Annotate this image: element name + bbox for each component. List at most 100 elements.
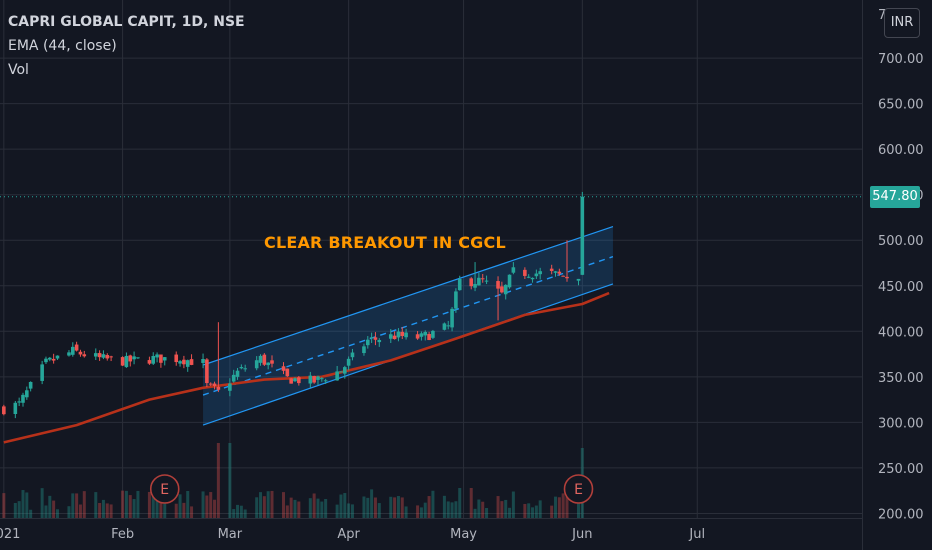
y-tick-label: 600.00 xyxy=(878,143,924,158)
volume-bars xyxy=(2,443,584,518)
candle-body xyxy=(388,334,393,339)
earnings-marker-label: E xyxy=(574,482,583,498)
y-tick-label: 250.00 xyxy=(878,462,924,477)
volume-bar xyxy=(121,490,125,518)
volume-indicator-label[interactable]: Vol xyxy=(8,62,29,78)
candle-body xyxy=(262,354,267,365)
candle-body xyxy=(526,276,531,278)
volume-bar xyxy=(347,503,351,518)
candle-body xyxy=(235,370,240,377)
symbol-title[interactable]: CAPRI GLOBAL CAPIT, 1D, NSE xyxy=(8,14,245,30)
candle-body xyxy=(239,367,244,369)
candle-body xyxy=(431,330,435,338)
candle-body xyxy=(346,358,351,366)
candle-body xyxy=(162,357,167,361)
volume-bar xyxy=(370,489,374,518)
volume-bar xyxy=(2,493,6,518)
candle-body xyxy=(480,278,485,280)
candle-body xyxy=(208,383,213,385)
volume-bar xyxy=(136,490,140,518)
candle-body xyxy=(377,340,382,343)
volume-bar xyxy=(531,507,535,518)
candle-body xyxy=(469,278,474,287)
volume-bar xyxy=(481,501,485,518)
candle-body xyxy=(174,354,179,363)
volume-bar xyxy=(105,503,109,518)
volume-bar xyxy=(232,509,236,518)
candle-body xyxy=(565,276,569,279)
candle-body xyxy=(21,394,25,403)
candle-body xyxy=(511,267,516,273)
candle-body xyxy=(523,269,527,276)
volume-bar xyxy=(366,497,370,518)
candle-body xyxy=(500,286,504,293)
candle-body xyxy=(55,355,60,359)
candle-body xyxy=(561,275,565,277)
volume-bar xyxy=(442,495,446,518)
candle-body xyxy=(362,346,366,354)
volume-bar xyxy=(186,490,190,518)
candle-body xyxy=(28,381,33,389)
volume-bar xyxy=(182,502,186,518)
volume-bar xyxy=(523,503,527,518)
candle-body xyxy=(132,356,136,360)
volume-bar xyxy=(473,508,477,518)
volume-bar xyxy=(469,488,473,518)
price-axis[interactable]: 700.00650.00600.00550.00500.00450.00400.… xyxy=(878,8,924,522)
earnings-marker-label: E xyxy=(160,482,169,498)
candle-body xyxy=(128,355,133,362)
volume-bar xyxy=(228,443,232,518)
candle-body xyxy=(373,337,378,340)
volume-bar xyxy=(427,496,431,518)
volume-bar xyxy=(458,488,462,518)
candle-body xyxy=(120,357,125,366)
candle-body xyxy=(446,325,451,327)
volume-bar xyxy=(534,505,538,518)
volume-bar xyxy=(377,503,381,518)
candle-body xyxy=(343,367,347,374)
y-tick-label: 200.00 xyxy=(878,507,924,522)
volume-bar xyxy=(500,501,504,518)
x-tick-label: 2021 xyxy=(0,527,20,542)
volume-bar xyxy=(320,501,324,518)
volume-bar xyxy=(147,491,151,518)
volume-bar xyxy=(44,505,48,518)
candle-body xyxy=(419,333,424,337)
volume-bar xyxy=(389,496,393,518)
volume-bar xyxy=(393,497,397,518)
candle-body xyxy=(320,378,324,380)
candle-body xyxy=(97,353,102,358)
x-tick-label: May xyxy=(450,527,477,542)
volume-bar xyxy=(324,499,328,518)
volume-bar xyxy=(527,503,531,518)
candle-body xyxy=(484,280,489,282)
ema-indicator-label[interactable]: EMA (44, close) xyxy=(8,38,117,54)
candle-body xyxy=(254,360,259,369)
volume-bar xyxy=(266,491,270,518)
candle-body xyxy=(212,383,217,386)
volume-bar xyxy=(485,507,489,518)
candle-body xyxy=(2,406,6,415)
last-price-label: 547.80 xyxy=(870,185,920,208)
volume-bar xyxy=(350,504,354,518)
volume-bar xyxy=(124,490,128,518)
candle-body xyxy=(270,360,274,364)
candle-body xyxy=(400,331,405,336)
candle-body xyxy=(78,351,83,355)
volume-bar xyxy=(159,488,163,518)
volume-bar xyxy=(216,443,220,518)
currency-button[interactable]: INR xyxy=(884,8,920,38)
volume-bar xyxy=(477,499,481,518)
candle-body xyxy=(147,360,152,364)
ema-line xyxy=(3,291,610,444)
volume-bar xyxy=(21,490,25,518)
candle-body xyxy=(289,378,293,384)
candle-body xyxy=(503,284,508,295)
ema-44-line xyxy=(3,291,610,444)
candle-body xyxy=(258,355,263,363)
volume-bar xyxy=(201,491,205,518)
time-axis[interactable]: 2021 Feb Mar Apr May Jun Jul xyxy=(0,527,705,542)
volume-bar xyxy=(289,497,293,518)
